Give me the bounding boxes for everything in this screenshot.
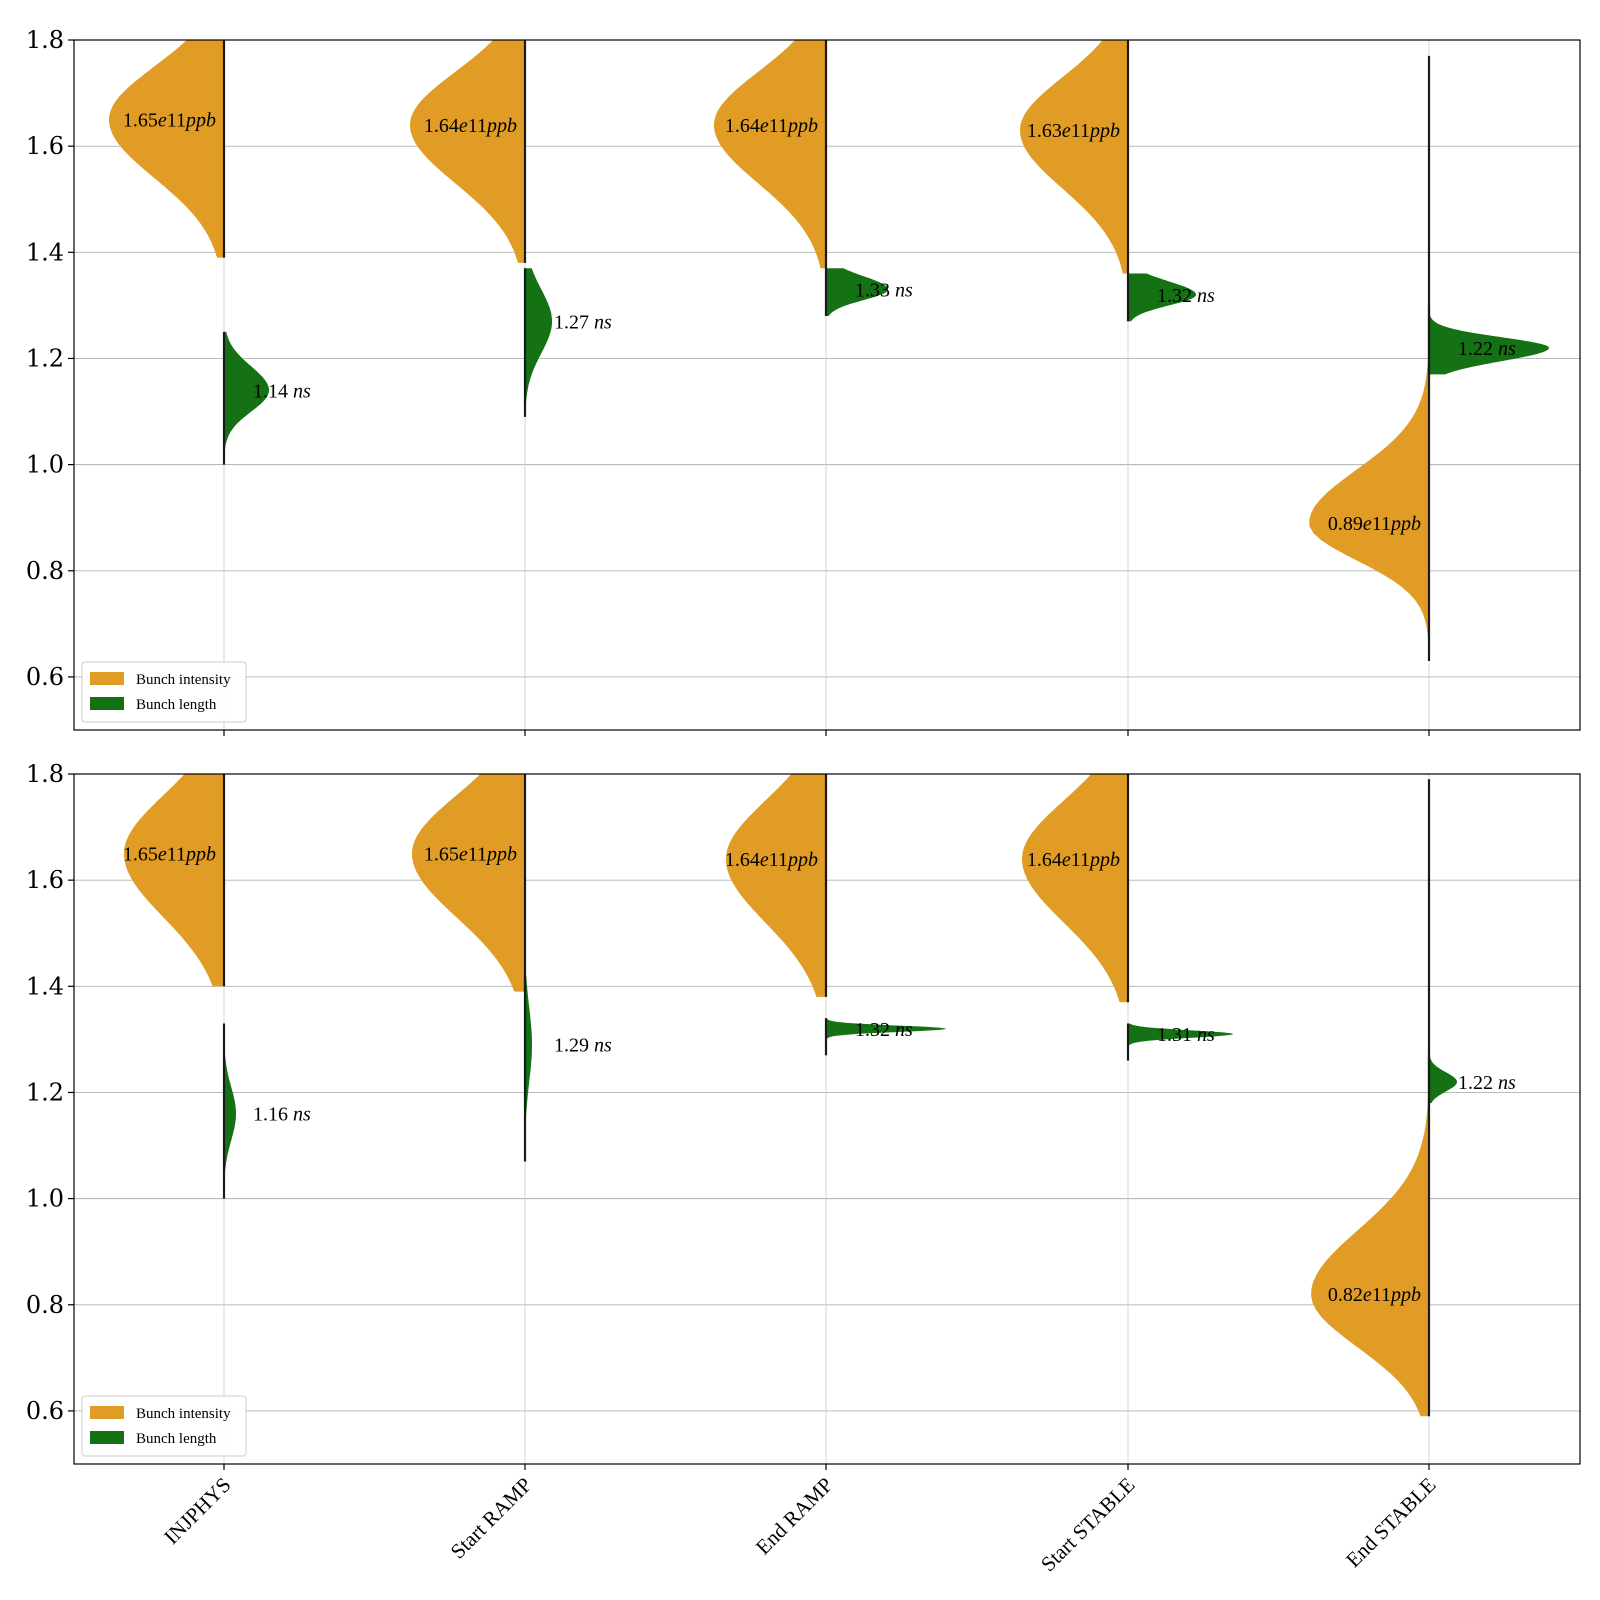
violin-intensity-2 [412,774,525,992]
legend-label: Bunch length [136,1431,217,1447]
plot-area [109,40,1549,661]
length-annotation: 1.16 ns [253,1104,311,1126]
violin-intensity-5 [1309,55,1429,661]
axes-frame [73,39,1581,731]
chart-panel-1: 1.65e11ppb 1.64e11ppb 1.64e11ppb 1.63e11ppb… [26,26,1581,736]
intensity-annotation: 0.89e11ppb [1328,513,1421,535]
intensity-annotation: 0.82e11ppb [1328,1284,1421,1306]
intensity-annotation: 1.65e11ppb [424,844,517,866]
y-tick-label: 1.2 [26,1078,64,1106]
y-tick-label: 1.0 [26,1185,64,1213]
violin-length-2 [525,268,552,417]
legend-label: Bunch length [136,697,217,713]
violin-intensity-4 [1020,40,1128,274]
violin-length-1 [224,331,269,465]
length-annotation: 1.27 ns [554,311,612,333]
y-tick-label: 0.8 [26,1291,64,1319]
violin-length-5 [1429,1055,1457,1104]
y-tick-label: 1.4 [26,972,64,1000]
violin-length-2 [525,975,532,1162]
y-tick-label: 0.6 [26,663,64,691]
legend: Bunch intensity Bunch length [81,1395,247,1457]
legend: Bunch intensity Bunch length [81,661,247,723]
violin-length-3 [826,268,888,316]
legend-swatch [90,1431,124,1444]
legend-box [81,1395,247,1457]
intensity-annotation: 1.64e11ppb [1027,849,1120,871]
axes-frame [73,773,1581,1465]
y-tick-label: 1.8 [26,26,64,54]
x-tick-label: Start RAMP [446,1473,537,1564]
violin-length-4 [1128,1023,1233,1061]
x-tick-label: End RAMP [751,1473,838,1560]
chart-panel-2: 1.65e11ppb 1.65e11ppb 1.64e11ppb 1.64e11ppb… [26,760,1581,1577]
violin-length-1 [224,1023,236,1199]
violin-length-3 [826,1018,946,1056]
length-annotation: 1.29 ns [554,1035,612,1057]
legend-label: Bunch intensity [136,1406,231,1422]
x-tick-label: End STABLE [1341,1473,1441,1573]
y-tick-label: 0.8 [26,557,64,585]
violin-length-5 [1429,305,1549,375]
y-tick-label: 1.0 [26,451,64,479]
legend-swatch [90,672,124,685]
plot-area [124,774,1457,1417]
intensity-annotation: 1.63e11ppb [1027,120,1120,142]
length-annotation: 1.22 ns [1458,338,1516,360]
y-tick-label: 1.6 [26,132,64,160]
intensity-annotation: 1.64e11ppb [725,115,818,137]
legend-swatch [90,697,124,710]
length-annotation: 1.14 ns [253,380,311,402]
y-tick-label: 1.6 [26,866,64,894]
violin-intensity-1 [124,774,224,987]
violin-intensity-5 [1311,779,1429,1417]
violin-intensity-2 [410,40,525,263]
length-annotation: 1.32 ns [1157,285,1215,307]
y-tick-label: 1.2 [26,344,64,372]
intensity-annotation: 1.65e11ppb [123,110,216,132]
x-tick-label: INJPHYS [159,1473,235,1549]
length-annotation: 1.33 ns [855,279,913,301]
x-tick-label: Start STABLE [1036,1473,1140,1577]
legend-label: Bunch intensity [136,672,231,688]
y-tick-label: 0.6 [26,1397,64,1425]
violin-intensity-3 [714,40,826,269]
violin-intensity-3 [726,774,826,997]
y-tick-label: 1.4 [26,238,64,266]
violin-intensity-1 [109,40,224,258]
intensity-annotation: 1.65e11ppb [123,844,216,866]
length-annotation: 1.32 ns [855,1019,913,1041]
y-tick-label: 1.8 [26,760,64,788]
length-annotation: 1.22 ns [1458,1072,1516,1094]
length-annotation: 1.31 ns [1157,1024,1215,1046]
intensity-annotation: 1.64e11ppb [725,849,818,871]
violin-intensity-4 [1022,774,1128,1003]
legend-swatch [90,1406,124,1419]
legend-box [81,661,247,723]
intensity-annotation: 1.64e11ppb [424,115,517,137]
violin-length-4 [1128,273,1196,322]
